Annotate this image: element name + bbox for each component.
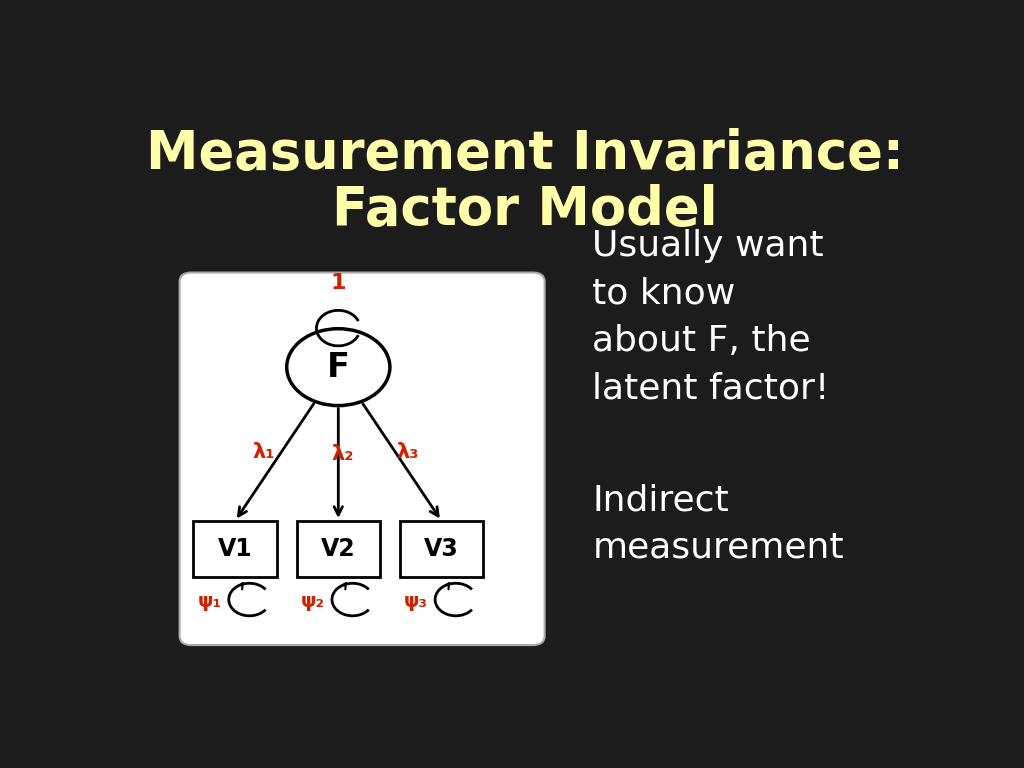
Text: ψ₁: ψ₁: [198, 592, 222, 611]
Text: Usually want
to know
about F, the
latent factor!: Usually want to know about F, the latent…: [592, 229, 829, 406]
Text: ψ₂: ψ₂: [301, 592, 325, 611]
Text: V3: V3: [424, 537, 459, 561]
Bar: [297, 521, 380, 577]
Text: ψ₃: ψ₃: [404, 592, 428, 611]
Text: V2: V2: [321, 537, 355, 561]
Text: λ₂: λ₂: [331, 445, 353, 465]
Text: 1: 1: [331, 273, 346, 293]
Text: Factor Model: Factor Model: [332, 184, 718, 237]
Bar: [399, 521, 483, 577]
Text: λ₃: λ₃: [396, 442, 419, 462]
Text: Measurement Invariance:: Measurement Invariance:: [145, 128, 904, 180]
Bar: [194, 521, 276, 577]
Text: λ₁: λ₁: [252, 442, 274, 462]
FancyBboxPatch shape: [179, 273, 545, 645]
Text: V1: V1: [218, 537, 253, 561]
Text: F: F: [327, 351, 350, 384]
Text: Indirect
measurement: Indirect measurement: [592, 483, 844, 564]
Circle shape: [287, 329, 390, 406]
